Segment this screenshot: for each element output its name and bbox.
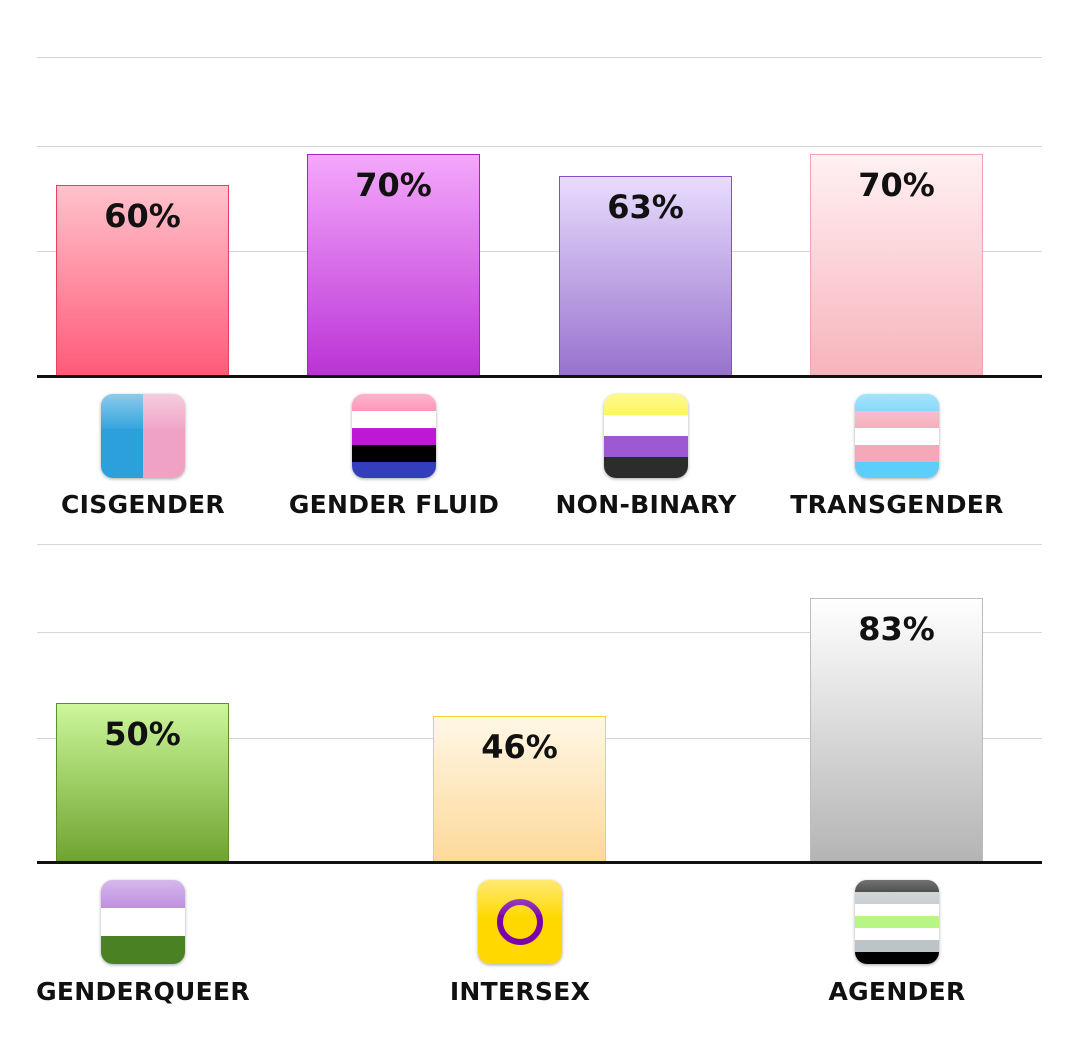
divider: [37, 544, 1042, 545]
bar-value-label: 70%: [858, 166, 935, 204]
category-label: TRANSGENDER: [790, 490, 1004, 519]
bar-value-label: 50%: [104, 715, 181, 753]
category-label: AGENDER: [828, 977, 966, 1006]
bar-intersex: 46%: [433, 716, 606, 862]
bar-transgender: 70%: [810, 154, 983, 376]
bar-value-label: 60%: [104, 197, 181, 235]
bar-non-binary: 63%: [559, 176, 732, 376]
transgender-flag-icon: [855, 394, 939, 478]
intersex-flag-icon: [478, 880, 562, 964]
x-axis-line: [37, 375, 1042, 378]
bar-value-label: 63%: [607, 188, 684, 226]
category-label: GENDER FLUID: [288, 490, 500, 519]
category-label: CISGENDER: [61, 490, 225, 519]
bar-value-label: 70%: [355, 166, 432, 204]
genderqueer-flag-icon: [101, 880, 185, 964]
gridline: [37, 632, 1042, 633]
gender-fluid-flag-icon: [352, 394, 436, 478]
x-axis-line: [37, 861, 1042, 864]
gridline: [37, 146, 1042, 147]
category-label: NON-BINARY: [555, 490, 737, 519]
bar-cisgender: 60%: [56, 185, 229, 376]
gridline: [37, 251, 1042, 252]
bar-agender: 83%: [810, 598, 983, 862]
bar-value-label: 83%: [858, 610, 935, 648]
bar-gender-fluid: 70%: [307, 154, 480, 376]
bar-genderqueer: 50%: [56, 703, 229, 862]
category-label: GENDERQUEER: [36, 977, 250, 1006]
cisgender-flag-icon: [101, 394, 185, 478]
bar-value-label: 46%: [481, 728, 558, 766]
category-label: INTERSEX: [449, 977, 591, 1006]
gridline: [37, 57, 1042, 58]
agender-flag-icon: [855, 880, 939, 964]
non-binary-flag-icon: [604, 394, 688, 478]
